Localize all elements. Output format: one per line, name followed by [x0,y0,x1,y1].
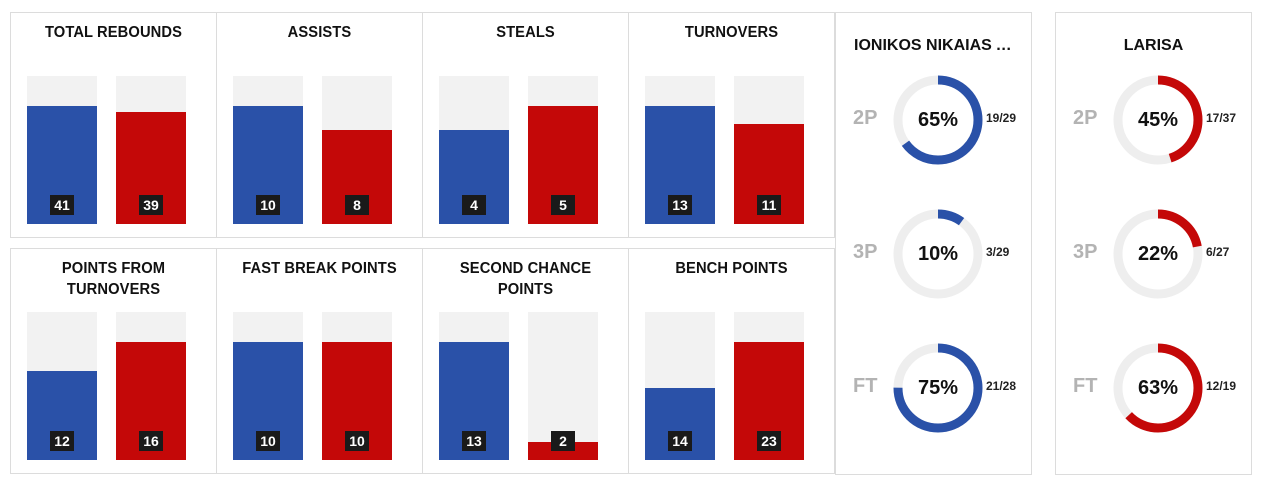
bar-value-label: 12 [50,431,74,451]
percentage-donut [893,343,983,433]
bar-track-team1: 10 [233,76,303,224]
shooting-card-team2: LARISA 2P 45% 17/37 3P 22% 6/27 FT 63% 12/19 [1055,12,1252,475]
bar-value-label: 8 [345,195,369,215]
bar-value-label: 2 [551,431,575,451]
bar-track-team2: 23 [734,312,804,460]
bar-value-label: 10 [345,431,369,451]
percentage-value: 22% [1137,243,1179,265]
bar-track-team1: 12 [27,312,97,460]
bar-track-team2: 5 [528,76,598,224]
bar-value-label: 41 [50,195,74,215]
team-name: IONIKOS NIKAIAS A… [854,37,1024,54]
bar-track-team1: 10 [233,312,303,460]
donut-arc [893,343,983,433]
shooting-row-2p: 2P 45% 17/37 [1056,74,1253,166]
shot-type-label: FT [853,375,878,397]
stat-card-title: TURNOVERS [684,24,779,41]
bar-track-team2: 8 [322,76,392,224]
bar-track-team2: 2 [528,312,598,460]
bar-track-team2: 10 [322,312,392,460]
made-attempted: 3/29 [986,245,1010,259]
percentage-value: 75% [917,377,959,399]
stat-card-title: ASSISTS [287,24,352,41]
stat-card-turnovers: TURNOVERS 13 11 [628,12,835,238]
bar-track-team2: 39 [116,76,186,224]
stat-card-bench-points: BENCH POINTS 14 23 [628,248,835,474]
bar-track-team2: 16 [116,312,186,460]
percentage-value: 63% [1137,377,1179,399]
percentage-value: 65% [917,109,959,131]
bar-value-label: 39 [139,195,163,215]
bar-track-team1: 13 [645,76,715,224]
bar-value-label: 13 [462,431,486,451]
shot-type-label: 2P [1073,107,1098,129]
donut-arc [1113,209,1203,299]
donut-arc [893,209,983,299]
bar-track-team1: 41 [27,76,97,224]
bar-value-label: 4 [462,195,486,215]
percentage-value: 45% [1137,109,1179,131]
stat-card-title: TOTAL REBOUNDS [44,24,183,41]
shot-type-label: 2P [853,107,878,129]
shooting-row-ft: FT 63% 12/19 [1056,342,1253,434]
bar-track-team1: 13 [439,312,509,460]
made-attempted: 17/37 [1206,111,1237,125]
stat-card-fast-break-points: FAST BREAK POINTS 10 10 [216,248,423,474]
percentage-donut [1113,209,1203,299]
stat-card-title: BENCH POINTS [675,260,788,277]
percentage-value: 10% [917,243,959,265]
bar-value-label: 23 [757,431,781,451]
stat-card-title: STEALS [496,24,555,41]
shooting-row-3p: 3P 10% 3/29 [836,208,1033,300]
team-name: LARISA [1123,37,1184,54]
stat-card-title: SECOND CHANCE POINTS [459,260,592,298]
shot-type-label: 3P [853,241,878,263]
bar-value-label: 16 [139,431,163,451]
shooting-row-3p: 3P 22% 6/27 [1056,208,1253,300]
bar-value-label: 10 [256,195,280,215]
bar-value-label: 11 [757,195,781,215]
stat-card-total-rebounds: TOTAL REBOUNDS 41 39 [10,12,217,238]
shot-type-label: FT [1073,375,1098,397]
stat-card-title: FAST BREAK POINTS [242,260,397,277]
percentage-donut [1113,343,1203,433]
shooting-row-2p: 2P 65% 19/29 [836,74,1033,166]
percentage-donut [893,209,983,299]
bar-value-label: 14 [668,431,692,451]
donut-arc [1113,343,1203,433]
bar-value-label: 13 [668,195,692,215]
bar-track-team1: 14 [645,312,715,460]
bar-team2 [528,442,598,460]
made-attempted: 6/27 [1206,245,1230,259]
donut-arc [1113,75,1203,165]
made-attempted: 19/29 [986,111,1017,125]
made-attempted: 21/28 [986,379,1017,393]
percentage-donut [1113,75,1203,165]
shooting-row-ft: FT 75% 21/28 [836,342,1033,434]
bar-track-team2: 11 [734,76,804,224]
bar-track-team1: 4 [439,76,509,224]
donut-arc [893,75,983,165]
shooting-card-team1: IONIKOS NIKAIAS A… 2P 65% 19/29 3P 10% 3/29 FT 7… [835,12,1032,475]
stat-card-title: POINTS FROM TURNOVERS [61,260,166,298]
made-attempted: 12/19 [1206,379,1237,393]
bar-value-label: 5 [551,195,575,215]
stat-card-second-chance-points: SECOND CHANCE POINTS 13 2 [422,248,629,474]
percentage-donut [893,75,983,165]
stat-card-assists: ASSISTS 10 8 [216,12,423,238]
stat-card-steals: STEALS 4 5 [422,12,629,238]
shot-type-label: 3P [1073,241,1098,263]
bar-value-label: 10 [256,431,280,451]
stat-card-points-from-turnovers: POINTS FROM TURNOVERS 12 16 [10,248,217,474]
